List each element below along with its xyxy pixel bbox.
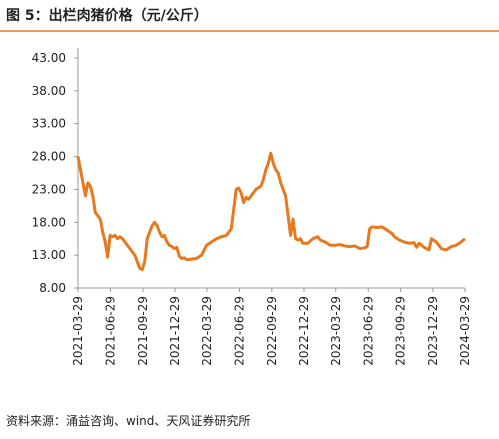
y-tick-label: 38.00	[32, 84, 66, 98]
y-tick-label: 23.00	[32, 182, 66, 196]
x-tick-label: 2022-06-29	[232, 296, 246, 366]
x-tick-label: 2021-09-29	[136, 296, 150, 366]
x-tick-label: 2022-09-29	[265, 296, 279, 366]
y-tick-label: 28.00	[32, 150, 66, 164]
x-tick-label: 2021-03-29	[71, 296, 85, 366]
chart-title: 图 5：出栏肉猪价格（元/公斤）	[6, 7, 208, 24]
y-tick-label: 18.00	[32, 215, 66, 229]
x-tick-label: 2023-09-29	[394, 296, 408, 366]
x-tick-label: 2021-12-29	[168, 296, 182, 366]
x-tick-label: 2022-12-29	[297, 296, 311, 366]
y-tick-label: 43.00	[32, 51, 66, 65]
price-line	[76, 151, 466, 272]
x-tick-label: 2023-03-29	[329, 296, 343, 366]
y-tick-label: 8.00	[39, 281, 66, 295]
y-tick-label: 33.00	[32, 117, 66, 131]
x-tick-label: 2023-12-29	[426, 296, 440, 366]
x-tick-label: 2021-06-29	[103, 296, 117, 366]
x-tick-label: 2024-03-29	[458, 296, 472, 366]
x-tick-label: 2022-03-29	[200, 296, 214, 366]
x-tick-label: 2023-06-29	[361, 296, 375, 366]
source: 资料来源：涌益咨询、wind、天风证券研究所	[6, 413, 250, 428]
y-tick-label: 13.00	[32, 248, 66, 262]
